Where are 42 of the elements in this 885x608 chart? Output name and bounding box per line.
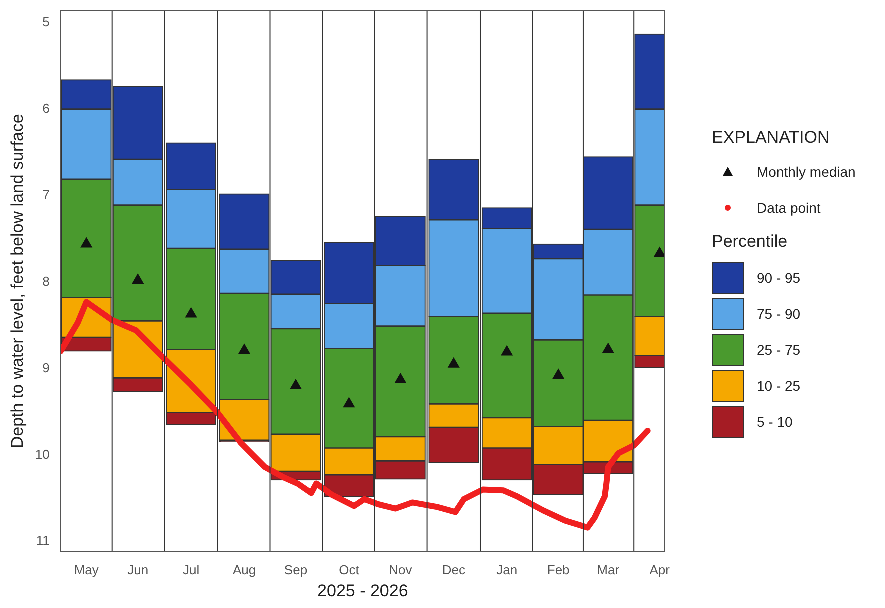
x-tick-label: Dec	[442, 562, 466, 578]
legend-label: Monthly median	[757, 164, 856, 180]
point	[602, 343, 614, 354]
x-tick-label: Mar	[597, 562, 620, 578]
x-tick-label: Jun	[128, 562, 149, 578]
y-tick-label: 10	[35, 446, 50, 462]
legend-label: 10 - 25	[757, 378, 801, 394]
y-axis-title: Depth to water level, feet below land surface	[8, 114, 27, 449]
point	[290, 380, 302, 390]
x-tick-label: Jan	[496, 562, 518, 578]
x-tick-label: Nov	[389, 562, 413, 578]
legend-label: Data point	[757, 200, 821, 216]
point	[394, 373, 406, 384]
y-tick-label: 7	[42, 187, 50, 202]
point	[132, 274, 144, 284]
x-tick-label: May	[74, 562, 100, 578]
x-tick-label: Sep	[284, 562, 308, 578]
point	[552, 369, 564, 380]
point	[344, 398, 355, 408]
x-tick-label: Feb	[547, 562, 570, 578]
point	[80, 238, 92, 248]
legend-title: EXPLANATION	[712, 128, 831, 148]
y-tick-label: 5	[42, 14, 50, 30]
y-tick-label: 9	[42, 360, 50, 376]
y-tick-label: 11	[36, 533, 50, 548]
x-tick-label: Apr	[650, 562, 671, 578]
point	[448, 358, 460, 368]
y-tick-label: 6	[42, 100, 50, 116]
text: Percentile	[712, 232, 789, 252]
x-tick-label: Aug	[232, 562, 256, 578]
point	[501, 346, 513, 356]
point	[238, 344, 250, 354]
legend-label: 90 - 95	[757, 270, 801, 286]
x-tick-label: Oct	[339, 562, 360, 578]
point	[654, 247, 665, 258]
legend-label: 5 - 10	[757, 414, 793, 430]
legend-label: 25 - 75	[757, 342, 801, 358]
point	[186, 308, 197, 318]
x-axis-title: 2025 - 2026	[318, 581, 408, 600]
legend-label: 75 - 90	[757, 306, 801, 322]
y-tick-label: 8	[42, 274, 50, 289]
x-tick-label: Jul	[182, 562, 200, 578]
